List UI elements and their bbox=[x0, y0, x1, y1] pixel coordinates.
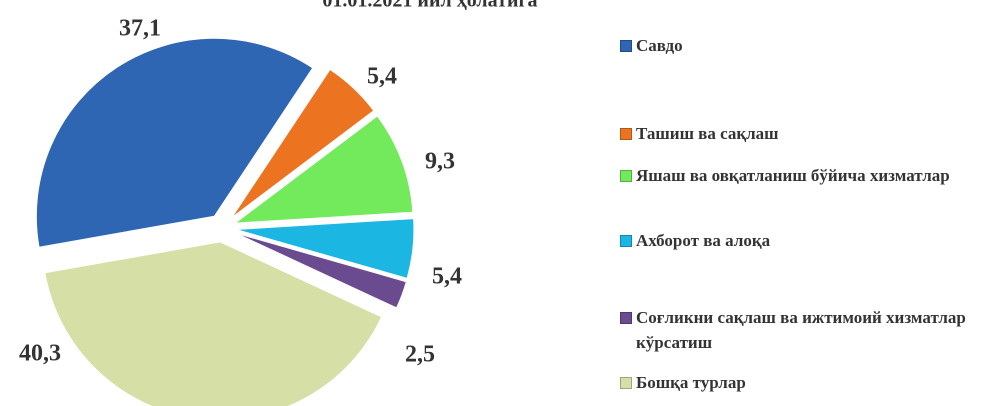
data-label: 2,5 bbox=[405, 342, 435, 368]
pie-slice bbox=[231, 68, 375, 219]
legend-label: Савдо bbox=[636, 36, 683, 55]
pie-slice bbox=[233, 115, 414, 224]
legend-label: Бошқа турлар bbox=[636, 373, 746, 392]
legend-marker bbox=[620, 128, 632, 140]
data-label: 40,3 bbox=[19, 341, 61, 367]
legend-label: Ташиш ва сақлаш bbox=[636, 124, 779, 143]
legend-item: Яшаш ва овқатланиш бўйича хизматлар bbox=[620, 163, 980, 188]
legend-marker bbox=[620, 312, 632, 324]
data-label: 9,3 bbox=[425, 149, 455, 175]
legend-item: Ахборот ва алоқа bbox=[620, 228, 980, 253]
data-label: 5,4 bbox=[432, 264, 462, 290]
pie-slice bbox=[44, 241, 383, 406]
legend-label: Соғликни сақлаш ва ижтимоий хизматлар кў… bbox=[636, 308, 966, 352]
legend-marker bbox=[620, 40, 632, 52]
pie-slice bbox=[35, 37, 314, 248]
legend-item: Ташиш ва сақлаш bbox=[620, 121, 980, 146]
pie-slice bbox=[235, 218, 415, 279]
pie-slice bbox=[234, 232, 407, 309]
chart-title: 01.01.2021 йил ҳолатига bbox=[322, 0, 537, 12]
legend-item: Бошқа турлар bbox=[620, 370, 980, 395]
legend-label: Яшаш ва овқатланиш бўйича хизматлар bbox=[636, 166, 950, 185]
legend-item: Савдо bbox=[620, 33, 980, 58]
data-label: 5,4 bbox=[367, 64, 397, 90]
data-label: 37,1 bbox=[119, 16, 161, 42]
legend-label: Ахборот ва алоқа bbox=[636, 231, 771, 250]
legend-marker bbox=[620, 377, 632, 389]
legend-marker bbox=[620, 235, 632, 247]
legend-item: Соғликни сақлаш ва ижтимоий хизматлар кў… bbox=[620, 305, 980, 355]
legend-marker bbox=[620, 170, 632, 182]
